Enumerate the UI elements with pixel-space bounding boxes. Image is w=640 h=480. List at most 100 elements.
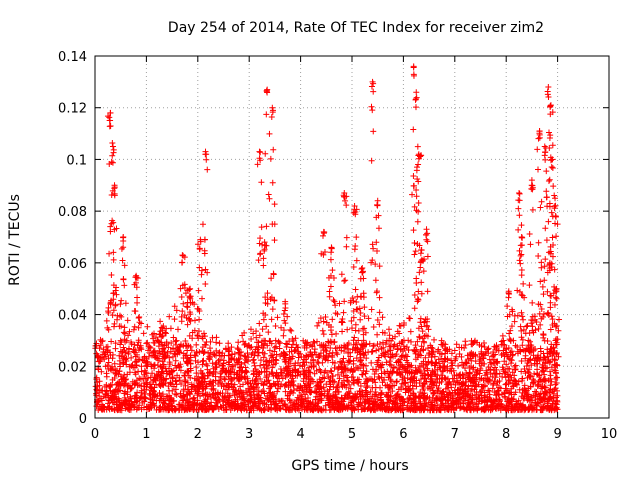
data-point [554, 374, 561, 381]
data-point [163, 339, 170, 346]
data-point [533, 319, 540, 326]
data-point [499, 364, 506, 371]
data-point [159, 358, 166, 365]
data-point [204, 396, 211, 403]
data-point [390, 353, 397, 360]
data-point [398, 361, 405, 368]
data-point [108, 158, 115, 165]
data-point [518, 266, 525, 273]
data-point [322, 313, 329, 320]
data-point [535, 383, 542, 390]
data-point [546, 145, 553, 152]
data-point [235, 375, 242, 382]
data-point [248, 335, 255, 342]
data-point [375, 346, 382, 353]
data-point [535, 391, 542, 398]
data-point [527, 338, 534, 345]
data-point [112, 287, 119, 294]
data-point [343, 390, 350, 397]
data-point [215, 380, 222, 387]
data-point [546, 261, 553, 268]
data-point [518, 291, 525, 298]
data-point [282, 351, 289, 358]
data-point [534, 366, 541, 373]
data-point [111, 360, 118, 367]
data-point [239, 404, 246, 411]
data-point [425, 326, 432, 333]
data-point [255, 349, 262, 356]
data-point [517, 252, 524, 259]
data-point [401, 375, 408, 382]
data-point [552, 202, 559, 209]
data-point [241, 352, 248, 359]
data-point [318, 397, 325, 404]
data-point [543, 194, 550, 201]
data-point [553, 233, 560, 240]
data-point [483, 403, 490, 410]
data-point [116, 387, 123, 394]
data-point [553, 394, 560, 401]
data-point [528, 320, 535, 327]
data-point [255, 395, 262, 402]
data-point [352, 321, 359, 328]
data-point [410, 406, 417, 413]
data-point [284, 313, 291, 320]
data-point [503, 406, 510, 413]
data-point [548, 313, 555, 320]
data-point [316, 366, 323, 373]
data-point [136, 319, 143, 326]
data-point [337, 363, 344, 370]
data-point [300, 370, 307, 377]
data-point [182, 400, 189, 407]
data-point [429, 360, 436, 367]
data-point [176, 405, 183, 412]
data-point [478, 350, 485, 357]
data-point [370, 80, 377, 87]
data-point [388, 406, 395, 413]
data-point [319, 374, 326, 381]
data-point [217, 373, 224, 380]
data-point [135, 347, 142, 354]
data-point [549, 403, 556, 410]
data-point [547, 348, 554, 355]
data-point [410, 227, 417, 234]
data-point [549, 142, 556, 149]
data-point [496, 378, 503, 385]
data-point [341, 348, 348, 355]
data-point [461, 344, 468, 351]
data-point [122, 350, 129, 357]
data-point [380, 339, 387, 346]
data-point [201, 236, 208, 243]
data-point [245, 397, 252, 404]
data-point [355, 406, 362, 413]
data-point [104, 348, 111, 355]
data-point [218, 383, 225, 390]
data-point [394, 391, 401, 398]
data-point [186, 286, 193, 293]
data-point [110, 282, 117, 289]
data-point [199, 369, 206, 376]
data-point [93, 403, 100, 410]
data-point [401, 345, 408, 352]
data-point [415, 161, 422, 168]
data-point [229, 365, 236, 372]
data-point [200, 330, 207, 337]
data-point [340, 398, 347, 405]
data-point [540, 395, 547, 402]
data-point [416, 333, 423, 340]
data-point [355, 378, 362, 385]
data-point [394, 390, 401, 397]
data-point [203, 156, 210, 163]
data-point [456, 351, 463, 358]
data-point [131, 364, 138, 371]
data-point [519, 375, 526, 382]
data-point [349, 405, 356, 412]
data-point [264, 342, 271, 349]
data-point [144, 363, 151, 370]
data-point [107, 352, 114, 359]
data-point [383, 359, 390, 366]
data-point [517, 323, 524, 330]
data-point [96, 378, 103, 385]
data-point [359, 269, 366, 276]
data-point [364, 376, 371, 383]
